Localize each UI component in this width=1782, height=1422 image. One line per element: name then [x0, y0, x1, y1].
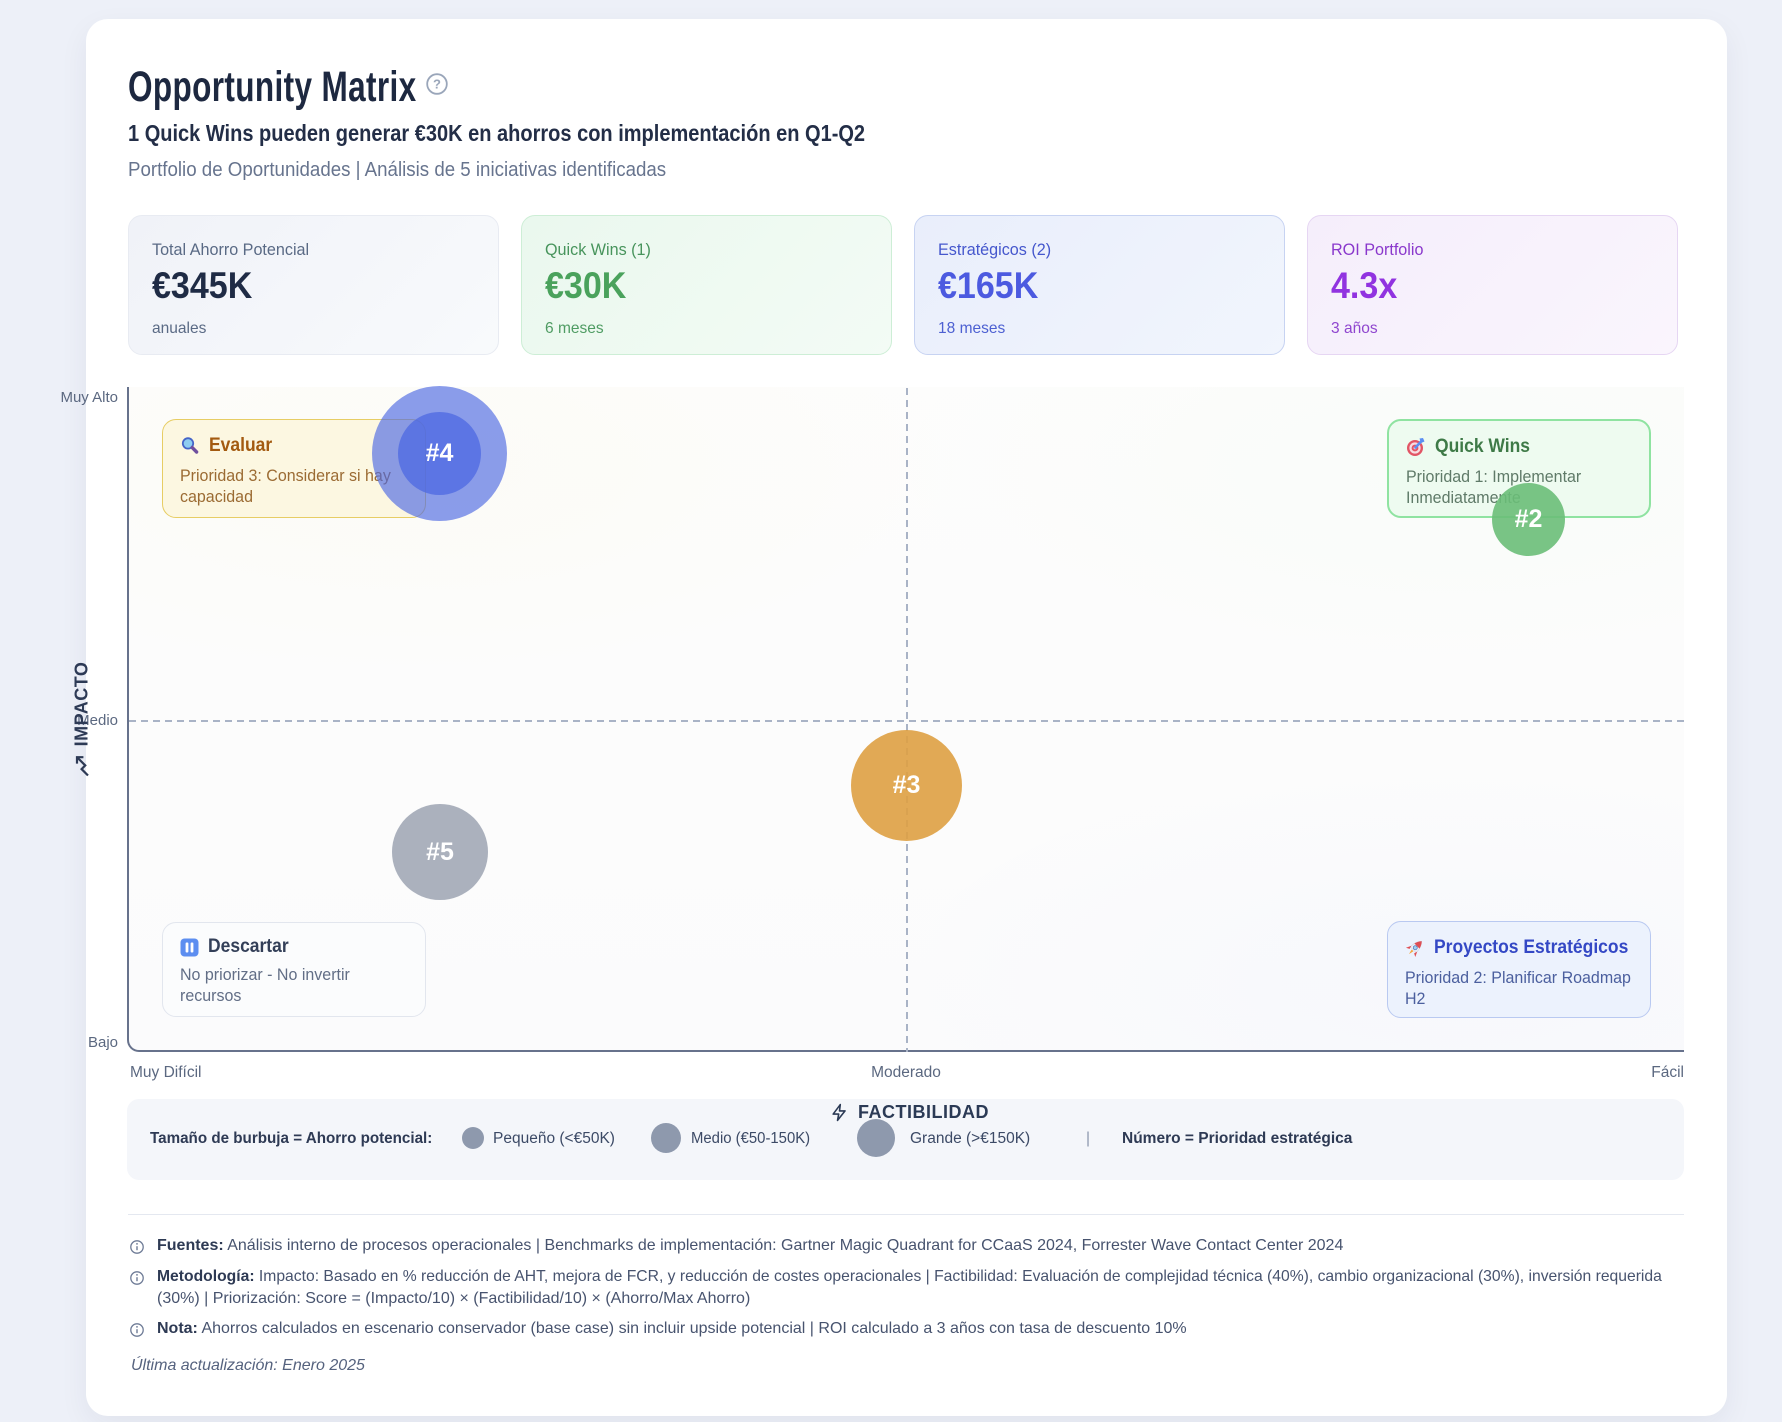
svg-text:?: ? [433, 77, 441, 92]
